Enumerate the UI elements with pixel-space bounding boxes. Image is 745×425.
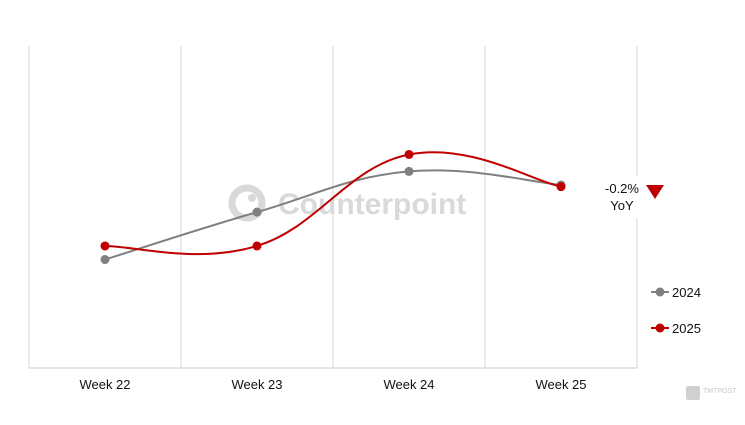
data-point-2025 — [404, 149, 414, 159]
series-group — [100, 149, 566, 265]
data-point-2025 — [556, 182, 566, 192]
watermark-text: Counterpoint — [278, 188, 466, 221]
watermark-logo-icon — [228, 184, 266, 222]
corner-badge: TMTPOST — [686, 386, 737, 400]
x-tick-label: Week 23 — [231, 377, 282, 392]
series-line-2025 — [104, 151, 562, 256]
watermark: Counterpoint — [228, 184, 466, 222]
data-point-2025 — [100, 241, 110, 251]
x-tick-label: Week 25 — [535, 377, 586, 392]
badge-text: TMTPOST — [703, 388, 737, 395]
x-tick-label: Week 22 — [79, 377, 130, 392]
annotation-box — [598, 176, 646, 218]
series-line-2024 — [104, 169, 562, 261]
x-tick-label: Week 24 — [383, 377, 434, 392]
yoy-annotation: -0.2% YoY — [598, 176, 664, 218]
data-point-2024 — [252, 207, 262, 217]
annotation-value: -0.2% — [605, 181, 639, 196]
legend-label-2024: 2024 — [672, 285, 701, 300]
legend-marker-2024 — [655, 287, 665, 297]
legend-marker-2025 — [655, 323, 665, 333]
legend: 2024 2025 — [651, 285, 701, 336]
annotation-label: YoY — [610, 198, 634, 213]
badge-icon — [686, 386, 700, 400]
watermark-logo-dot-icon — [248, 194, 256, 202]
down-arrow-icon — [646, 185, 664, 199]
data-point-2025 — [252, 241, 262, 251]
legend-label-2025: 2025 — [672, 321, 701, 336]
x-tick-labels: Week 22 Week 23 Week 24 Week 25 — [79, 377, 586, 392]
data-point-2024 — [404, 166, 414, 176]
data-point-2024 — [100, 255, 110, 265]
